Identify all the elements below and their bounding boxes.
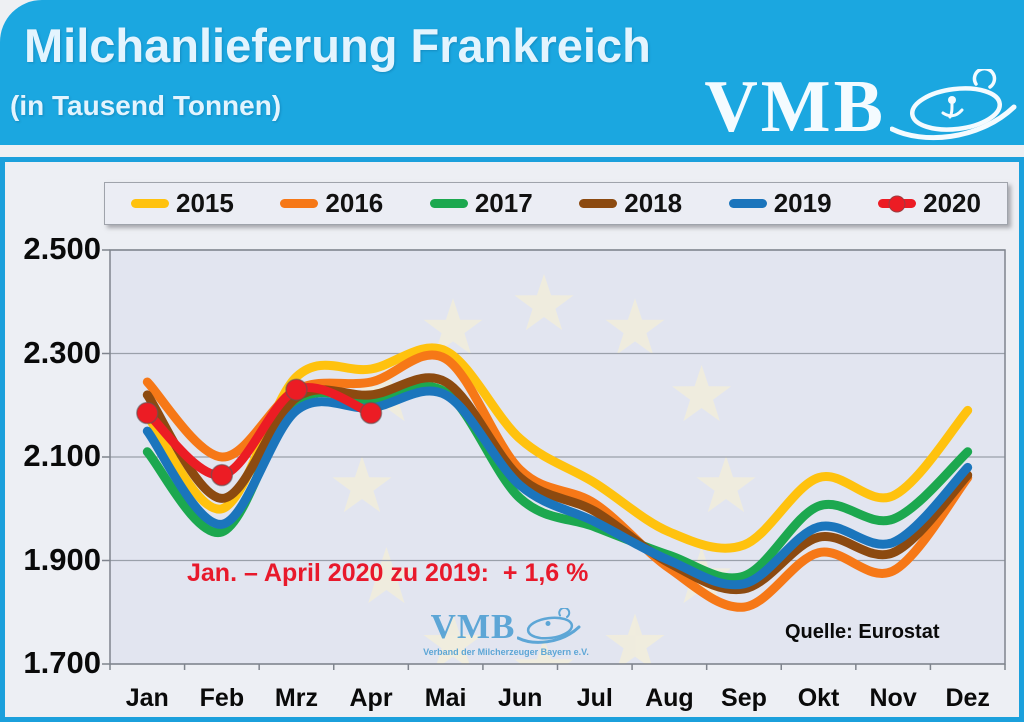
x-axis-label: Jun — [497, 684, 543, 712]
legend-label: 2018 — [624, 188, 683, 218]
x-axis-label: Jan — [125, 684, 169, 712]
eu-star-icon — [672, 365, 732, 422]
x-axis-label: Mai — [424, 684, 467, 712]
legend-item-2015: 2015 — [131, 188, 234, 219]
eu-star-icon — [696, 456, 756, 513]
data-point-marker-2020 — [210, 463, 234, 487]
eu-star-icon — [423, 298, 483, 355]
x-axis-label: Dez — [945, 684, 990, 712]
page-title: Milchanlieferung Frankreich — [24, 19, 651, 72]
legend-swatch — [131, 199, 169, 208]
x-axis-label: Mrz — [274, 684, 318, 712]
brand-logo-text: VMB — [704, 66, 886, 148]
x-axis-label: Aug — [645, 684, 694, 712]
eu-star-icon — [514, 274, 574, 331]
eu-star-icon — [605, 298, 665, 355]
plot-svg — [102, 249, 1006, 670]
legend-swatch — [728, 199, 767, 208]
eu-star-icon — [356, 547, 416, 604]
x-axis-label: Okt — [797, 684, 840, 712]
data-point-marker-2020 — [136, 401, 159, 425]
eu-star-icon — [605, 613, 665, 664]
data-point-marker-2020 — [359, 401, 383, 425]
watermark-text: VMB — [430, 607, 516, 646]
legend-label: 2015 — [176, 188, 234, 218]
legend-label: 2020 — [923, 188, 981, 218]
legend-item-2019: 2019 — [728, 188, 832, 219]
annotation-text: Jan. – April 2020 zu 2019: + 1,6 % — [187, 559, 589, 587]
eu-star-icon — [332, 456, 392, 513]
y-axis-label: 1.900 — [23, 541, 101, 577]
legend-label: 2017 — [474, 188, 533, 218]
y-axis-label: 2.100 — [23, 438, 101, 473]
eu-star-icon — [423, 613, 483, 664]
y-axis-label: 2.500 — [23, 231, 101, 266]
header: Milchanlieferung Frankreich (in Tausend … — [0, 0, 1024, 145]
series-line-2018 — [142, 373, 973, 595]
x-axis-label: Sep — [721, 684, 767, 712]
x-axis-label: Feb — [199, 684, 245, 712]
legend-item-2018: 2018 — [579, 188, 682, 219]
legend-swatch — [579, 199, 618, 208]
legend-label: 2016 — [325, 188, 384, 218]
brand-logo: VMB — [704, 68, 1018, 146]
milk-swirl-logo-icon — [890, 69, 1017, 141]
y-axis-label: 2.300 — [23, 334, 101, 370]
y-axis-label: 1.700 — [23, 645, 101, 680]
legend-label: 2019 — [773, 188, 832, 218]
x-axis-label: Jul — [576, 684, 613, 712]
page-subtitle: (in Tausend Tonnen) — [10, 90, 282, 121]
watermark-swirl-icon — [517, 608, 581, 644]
x-axis-label: Nov — [869, 684, 917, 712]
eu-star-icon — [514, 638, 574, 664]
legend-item-2017: 2017 — [429, 188, 533, 219]
legend-marker-dot — [888, 195, 906, 212]
legend-swatch — [878, 195, 917, 212]
legend-item-2016: 2016 — [280, 188, 383, 219]
watermark-subtext: Verband der Milcherzeuger Bayern e.V. — [423, 647, 589, 657]
legend-swatch — [280, 199, 319, 208]
data-point-marker-2020 — [285, 378, 308, 401]
chart-panel: 2015 2016 2017 2018 2019 2020 2.500 2.300 2.100… — [0, 157, 1024, 722]
legend-swatch — [429, 199, 468, 208]
series-line-2020 — [142, 383, 376, 480]
watermark: VMB Verband der Milcherzeuger Bayern e.V… — [421, 608, 591, 657]
legend-item-2020: 2020 — [878, 188, 981, 219]
source-text: Quelle: Eurostat — [785, 621, 940, 643]
series-line-2019 — [142, 386, 973, 590]
chart-legend: 2015 2016 2017 2018 2019 2020 — [104, 182, 1008, 225]
x-axis-label: Apr — [349, 684, 393, 712]
